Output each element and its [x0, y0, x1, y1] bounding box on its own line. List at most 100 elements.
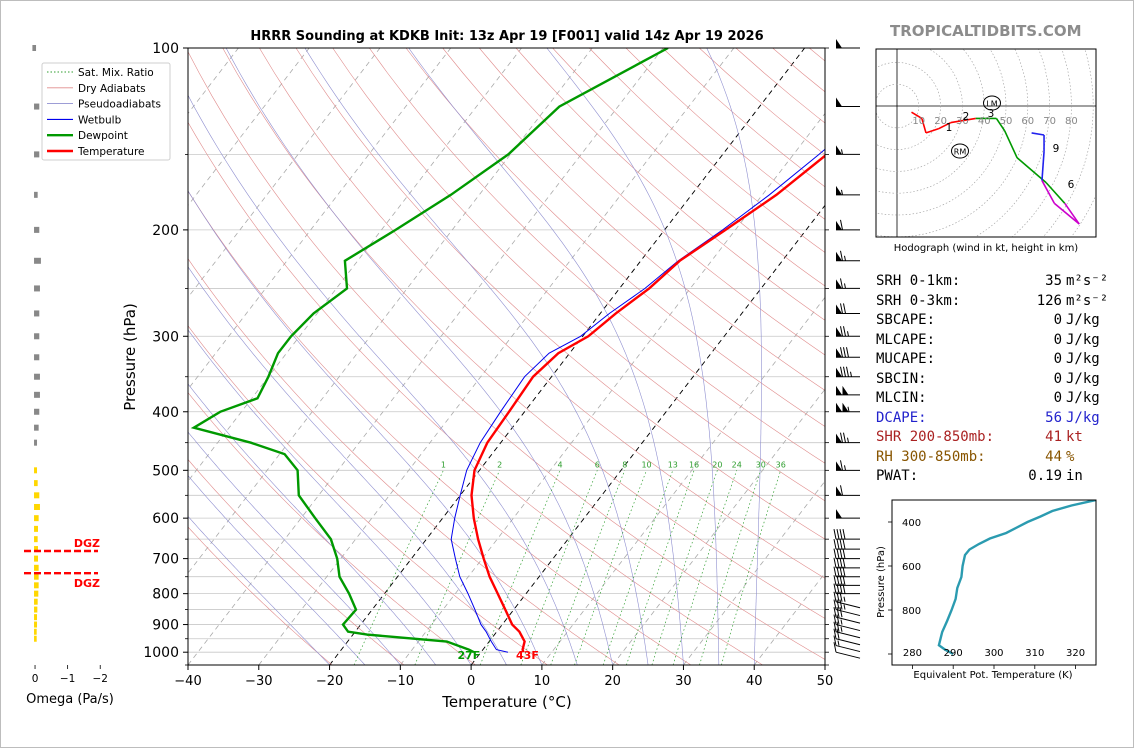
barb-pennant [836, 348, 842, 358]
legend-label: Temperature [77, 146, 145, 158]
dry-adiabat [442, 48, 825, 391]
temp-tick-label: 50 [817, 674, 834, 689]
barb-flag [843, 432, 846, 443]
hodograph-ring-label: 20 [934, 116, 947, 127]
barb-flag [836, 599, 840, 610]
dry-adiabat [332, 48, 825, 502]
parameter-row: SRH 0-1km: 35 m²s⁻² [876, 272, 1126, 292]
wind-barb [833, 548, 860, 560]
dewpoint-line [190, 48, 669, 654]
omega-tick-label: −1 [60, 673, 75, 685]
barb-flag [839, 566, 843, 577]
barb-pennant [842, 402, 849, 412]
mixing-ratio-line [602, 470, 674, 665]
hodograph-ring [876, 49, 1029, 237]
barb-flag [833, 548, 837, 559]
pseudoadiabat [188, 329, 472, 665]
barb-pennant [836, 145, 842, 155]
parameter-label: SBCAPE: [876, 312, 936, 328]
barb-flag [833, 642, 837, 653]
hodograph-segment [1016, 157, 1047, 184]
hodograph-ring [876, 49, 1007, 216]
hodograph-ring-label: 10 [912, 116, 925, 127]
theta-e-ylabel: Pressure (hPa) [876, 546, 887, 618]
wind-barb [833, 557, 860, 569]
barb-flag [833, 635, 837, 646]
isotherm-line [612, 388, 825, 665]
barb-flag [840, 485, 843, 496]
omega-bar [34, 492, 40, 499]
hodograph-height-label: 2 [963, 111, 970, 123]
barb-staff [835, 609, 861, 617]
barb-flag [836, 529, 840, 540]
parameter-row: MLCAPE: 0 J/kg [876, 331, 1126, 351]
legend-label: Pseudoadiabats [78, 99, 161, 111]
wind-barb [836, 509, 860, 519]
theta-e-ytick-label: 400 [902, 518, 921, 529]
wind-barb [836, 185, 860, 196]
barb-flag [840, 460, 843, 471]
isotherm-line [400, 112, 825, 665]
barb-flag [839, 529, 843, 540]
omega-bar [34, 555, 38, 562]
barb-half-flag [844, 283, 846, 289]
omega-tick-label: −2 [92, 673, 107, 685]
barb-staff [835, 631, 861, 639]
omega-bar [34, 590, 39, 597]
pressure-tick-label: 1000 [143, 645, 179, 661]
mixing-ratio-line [550, 470, 626, 665]
hodograph-ring-label: 50 [1000, 116, 1013, 127]
pressure-tick-label: 500 [152, 463, 179, 479]
barb-flag [833, 583, 837, 594]
omega-bar [34, 257, 41, 264]
omega-bar [34, 503, 40, 510]
parameter-label: SRH 0-3km: [876, 292, 961, 309]
pseudoadiabat [188, 383, 436, 665]
barb-flag [843, 347, 846, 358]
barb-flag [846, 347, 849, 358]
dry-adiabat [188, 392, 476, 665]
omega-bar [34, 333, 40, 340]
barb-pennant [836, 461, 842, 471]
wind-barb [833, 614, 861, 632]
omega-bar [34, 546, 38, 553]
hodograph-frame [875, 48, 1097, 238]
parameter-value: 0 [1053, 390, 1062, 406]
pressure-tick-label: 700 [152, 552, 179, 568]
dry-adiabat [188, 526, 333, 665]
parameter-label: MLCAPE: [876, 331, 936, 348]
temp-tick-label: −30 [245, 674, 272, 689]
wind-barb [833, 538, 860, 550]
chart-title: HRRR Sounding at KDKB Init: 13z Apr 19 [… [250, 29, 763, 44]
wind-barb [836, 460, 860, 471]
isotherm-line [188, 48, 310, 207]
hodograph-ring [1011, 49, 1072, 237]
legend-label: Dry Adiabats [78, 83, 146, 95]
temp-tick-label: −40 [174, 674, 201, 689]
isotherm-dgz-line [329, 48, 806, 665]
pseudoadiabat [188, 94, 578, 665]
hodograph-segment [925, 128, 939, 134]
mixing-ratio-label: 1 [441, 460, 446, 469]
parameter-value: 126 [1036, 292, 1062, 309]
mixing-ratio-label: 36 [776, 460, 786, 469]
parameter-value: 0 [1053, 351, 1062, 367]
mixing-ratio-label: 8 [622, 460, 627, 469]
barb-flag [842, 548, 846, 559]
theta-e-xtick-label: 290 [944, 648, 963, 659]
mixing-ratio-label: 4 [557, 460, 562, 469]
omega-bar [34, 635, 37, 642]
barb-flag [843, 303, 846, 314]
omega-xlabel: Omega (Pa/s) [26, 692, 114, 707]
theta-e-xtick-label: 280 [903, 648, 922, 659]
hodograph-segment [1064, 202, 1080, 225]
parameter-label: SBCIN: [876, 370, 927, 387]
barb-staff [835, 624, 861, 632]
barb-half-flag [844, 465, 846, 471]
parameter-label: SHR 200-850mb: [876, 429, 995, 445]
barb-half-flag [837, 640, 840, 646]
brand-watermark: TROPICALTIDBITS.COM [890, 22, 1082, 40]
barb-flag [842, 538, 846, 550]
theta-e-xtick-label: 320 [1066, 648, 1085, 659]
omega-bar [34, 151, 40, 158]
